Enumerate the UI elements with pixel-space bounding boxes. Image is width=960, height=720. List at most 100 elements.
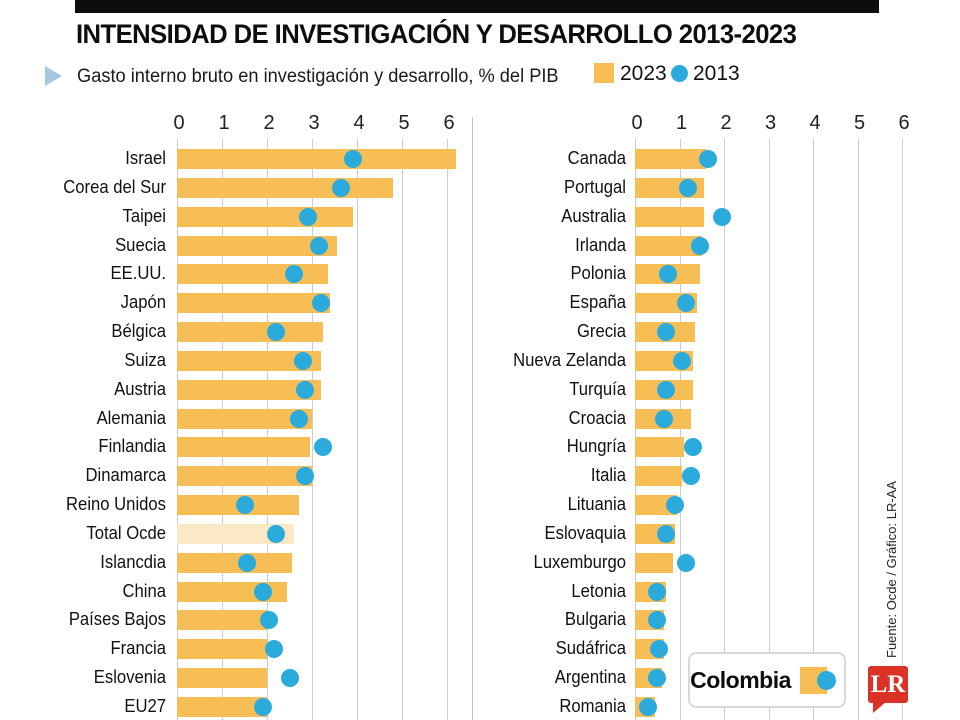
category-label: Total Ocde bbox=[86, 521, 166, 543]
category-label: Suiza bbox=[124, 348, 166, 370]
dot-2013-icon bbox=[285, 265, 303, 284]
dot-2013-icon bbox=[237, 553, 256, 572]
dot-2013-icon bbox=[699, 150, 718, 168]
legend-2023-swatch bbox=[594, 63, 614, 83]
axis-tick-label: 1 bbox=[675, 112, 688, 134]
dot-2013-icon bbox=[672, 351, 691, 370]
bar-2023 bbox=[635, 552, 673, 573]
category-label: Letonia bbox=[571, 579, 626, 601]
gridline bbox=[724, 139, 725, 720]
legend-2013-label: 2013 bbox=[693, 62, 740, 85]
bar-2023 bbox=[177, 264, 328, 285]
bar-2023 bbox=[177, 610, 267, 631]
dot-2013-icon bbox=[648, 582, 667, 601]
dot-2013-icon bbox=[650, 640, 669, 659]
dot-2013-icon bbox=[253, 697, 272, 716]
bar-2023 bbox=[177, 668, 267, 689]
dot-2013-icon bbox=[309, 236, 328, 255]
gridline bbox=[635, 139, 636, 720]
colombia-marker bbox=[799, 666, 844, 694]
axis-tick-label: 5 bbox=[398, 112, 410, 134]
gridline bbox=[447, 139, 448, 720]
dot-2013-icon bbox=[657, 380, 676, 399]
dot-2013-icon bbox=[289, 409, 308, 428]
category-label: Japón bbox=[120, 291, 166, 313]
dot-2013-icon bbox=[648, 611, 667, 630]
dot-2013-icon bbox=[657, 524, 676, 543]
category-label: España bbox=[569, 291, 626, 313]
dot-2013-icon bbox=[314, 438, 333, 457]
dot-2013-icon bbox=[235, 496, 254, 515]
gridline bbox=[402, 139, 403, 720]
colombia-label: Colombia bbox=[690, 666, 791, 693]
category-label: Australia bbox=[561, 204, 626, 226]
bar-2023 bbox=[177, 149, 456, 169]
dot-2013-icon bbox=[666, 496, 685, 515]
category-label: Taipei bbox=[122, 204, 166, 226]
top-accent-bar bbox=[75, 0, 879, 13]
dot-2013-icon bbox=[343, 150, 362, 168]
category-label: Polonia bbox=[570, 262, 626, 284]
gridline bbox=[902, 139, 903, 720]
category-label: Bélgica bbox=[111, 320, 166, 342]
dot-2013-icon bbox=[312, 294, 330, 313]
panel-divider bbox=[472, 117, 473, 720]
axis-tick-label: 2 bbox=[720, 112, 732, 134]
gridline bbox=[312, 139, 313, 720]
dot-2013-icon bbox=[267, 524, 285, 543]
category-label: Sudáfrica bbox=[555, 637, 626, 659]
category-label: Grecia bbox=[576, 320, 626, 342]
category-label: Finlandia bbox=[98, 435, 166, 457]
dot-2013-icon bbox=[253, 582, 272, 601]
category-label: Italia bbox=[590, 464, 626, 486]
bar-2023 bbox=[177, 466, 312, 487]
category-label: Austria bbox=[114, 377, 166, 399]
axis-tick-label: 5 bbox=[853, 112, 866, 134]
category-label: EE.UU. bbox=[110, 262, 166, 284]
bar-2023 bbox=[177, 408, 312, 429]
colombia-callout: Colombia bbox=[688, 652, 846, 708]
colombia-dot-2013-icon bbox=[816, 670, 836, 690]
legend-2013-swatch-icon bbox=[671, 65, 688, 82]
dot-2013-icon bbox=[648, 669, 667, 688]
dot-2013-icon bbox=[659, 265, 678, 284]
bar-2023 bbox=[177, 235, 337, 256]
category-label: Dinamarca bbox=[85, 464, 166, 486]
dot-2013-icon bbox=[298, 207, 317, 226]
gridline bbox=[813, 139, 814, 720]
bar-2023 bbox=[177, 322, 324, 343]
category-label: Turquía bbox=[569, 377, 626, 399]
bar-2023 bbox=[177, 552, 292, 573]
gridline bbox=[222, 139, 223, 720]
axis-tick-label: 2 bbox=[263, 112, 275, 134]
lr-logo-tail bbox=[873, 702, 886, 713]
gridline bbox=[177, 139, 178, 720]
category-label: Irlanda bbox=[575, 233, 626, 255]
dot-2013-icon bbox=[260, 611, 279, 630]
dot-2013-icon bbox=[296, 467, 315, 486]
category-label: Eslovenia bbox=[93, 666, 166, 688]
axis-tick-label: 0 bbox=[631, 112, 643, 134]
bar-2023 bbox=[635, 235, 702, 256]
bar-2023 bbox=[635, 437, 684, 458]
dot-2013-icon bbox=[267, 323, 285, 342]
category-label: Reino Unidos bbox=[66, 493, 166, 515]
axis-tick-label: 1 bbox=[218, 112, 230, 134]
category-label: Canada bbox=[567, 147, 626, 168]
gridline bbox=[679, 139, 681, 720]
bar-2023 bbox=[177, 696, 267, 717]
legend-2023-label: 2023 bbox=[620, 62, 667, 85]
bar-2023 bbox=[635, 206, 704, 227]
bar-2023 bbox=[177, 639, 267, 660]
bar-2023 bbox=[177, 293, 330, 314]
axis-tick-label: 0 bbox=[173, 112, 185, 134]
dot-2013-icon bbox=[639, 697, 658, 716]
category-label: Croacia bbox=[568, 406, 626, 428]
category-label: Nueva Zelanda bbox=[513, 348, 626, 370]
bar-2023 bbox=[635, 149, 707, 169]
bar-2023 bbox=[177, 523, 294, 544]
dot-2013-icon bbox=[264, 640, 283, 659]
gridline bbox=[357, 139, 358, 720]
dot-2013-icon bbox=[657, 323, 676, 342]
category-label: Alemania bbox=[96, 406, 166, 428]
